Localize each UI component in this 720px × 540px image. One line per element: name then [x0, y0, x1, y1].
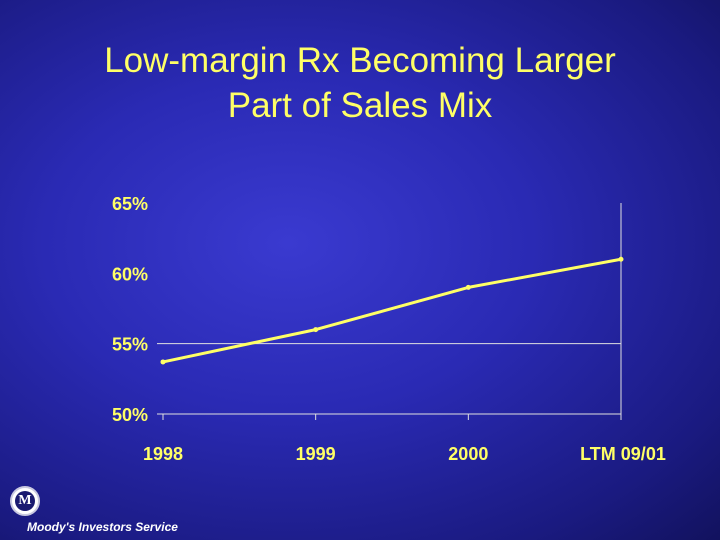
data-point	[313, 327, 319, 333]
slide-title-line-2: Part of Sales Mix	[227, 86, 493, 125]
data-point	[160, 359, 166, 365]
y-tick-label: 50%	[112, 405, 148, 425]
footer-company-name: Moody's Investors Service	[27, 520, 178, 534]
data-point	[465, 284, 471, 290]
slide-title-line-1: Low-margin Rx Becoming Larger	[104, 41, 616, 80]
y-tick-label: 60%	[112, 264, 148, 284]
y-tick-label: 55%	[112, 335, 148, 355]
moodys-logo: M	[10, 486, 40, 516]
slide-title: Low-margin Rx Becoming Larger Part of Sa…	[0, 38, 720, 128]
chart-axes	[157, 203, 622, 420]
x-tick-label: 1999	[296, 444, 336, 464]
x-tick-label: 1998	[143, 444, 183, 464]
chart-series	[160, 256, 624, 365]
series-line	[162, 257, 622, 364]
data-point	[618, 256, 624, 262]
x-tick-label: LTM 09/01	[580, 444, 666, 464]
moodys-logo-mark: M	[15, 491, 35, 511]
y-tick-label: 65%	[112, 194, 148, 214]
x-axis-labels: 1998 1999 2000 LTM 09/01	[143, 444, 666, 464]
x-tick-label: 2000	[448, 444, 488, 464]
y-axis-labels: 50% 55% 60% 65%	[112, 194, 148, 425]
